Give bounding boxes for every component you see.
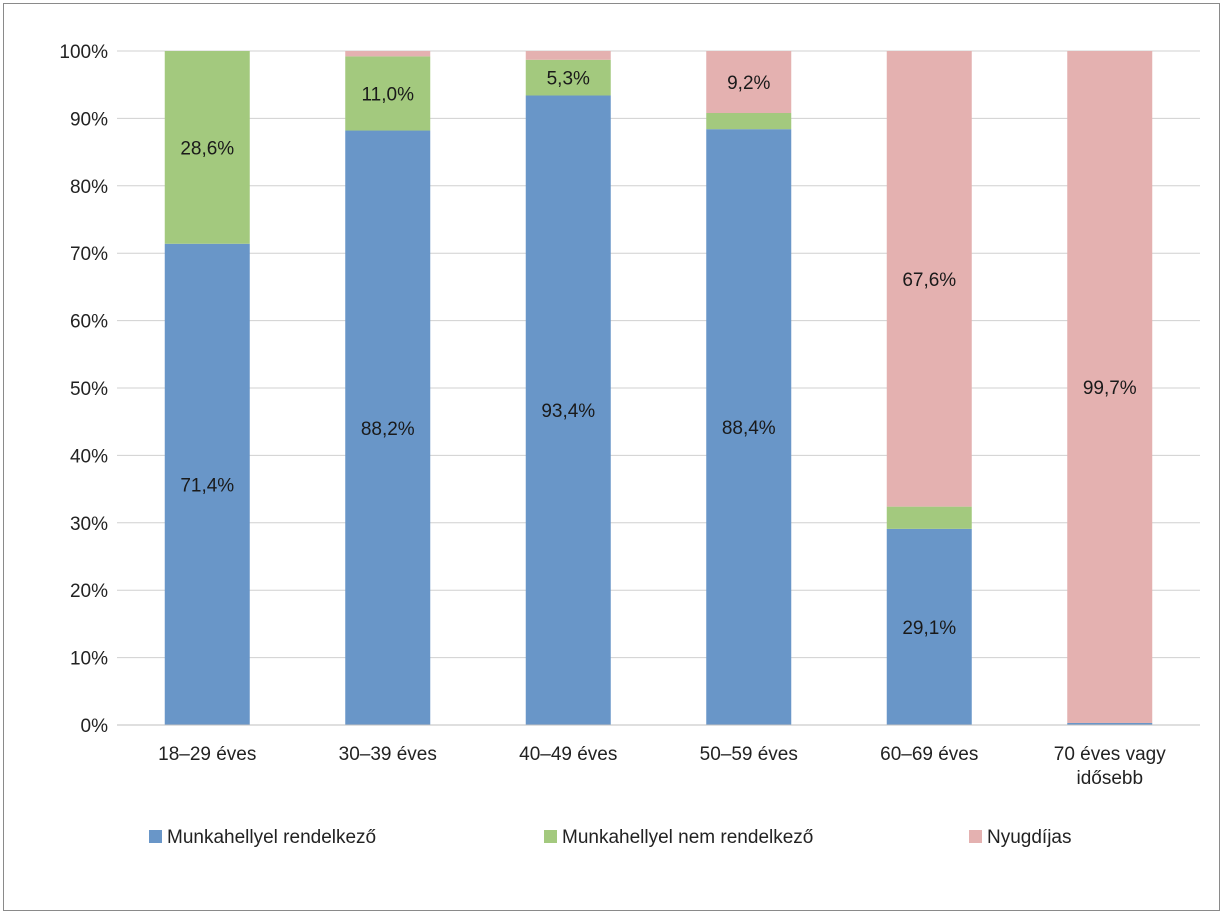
legend-swatch xyxy=(544,830,557,843)
y-tick-label: 20% xyxy=(70,581,108,602)
y-tick-label: 0% xyxy=(81,716,109,737)
x-tick-label: 18–29 éves xyxy=(158,744,256,765)
bar-segment xyxy=(164,243,250,726)
legend-label: Munkahellyel nem rendelkező xyxy=(562,827,813,848)
bar-segment xyxy=(1067,722,1153,725)
x-tick-label: 60–69 éves xyxy=(880,744,978,765)
data-label: 71,4% xyxy=(180,475,234,496)
y-tick-label: 30% xyxy=(70,514,108,535)
x-tick-label: 50–59 éves xyxy=(700,744,798,765)
bar-segment xyxy=(345,51,431,57)
y-tick-label: 50% xyxy=(70,379,108,400)
bar-segment xyxy=(525,51,611,60)
y-tick-label: 90% xyxy=(70,109,108,130)
data-label: 28,6% xyxy=(180,138,234,159)
legend-item: Munkahellyel rendelkező xyxy=(149,827,376,848)
bar-segment xyxy=(886,528,972,725)
bar-segment xyxy=(706,129,792,726)
bars xyxy=(164,51,1153,726)
legend-swatch xyxy=(149,830,162,843)
data-label: 67,6% xyxy=(902,270,956,291)
y-tick-label: 40% xyxy=(70,446,108,467)
data-label: 11,0% xyxy=(362,84,415,105)
y-axis: 0% 10% 20% 30% 40% 50% 60% 70% 80% 90% 100% xyxy=(59,42,108,737)
legend-label: Nyugdíjas xyxy=(987,827,1072,848)
y-tick-label: 70% xyxy=(70,244,108,265)
gridlines xyxy=(117,50,1200,726)
data-label: 29,1% xyxy=(902,618,956,639)
data-labels: 71,4% 28,6% 88,2% 11,0% 93,4% 5,3% 88,4% 9,2% 29… xyxy=(180,69,1136,639)
x-tick-label: idősebb xyxy=(1076,768,1143,789)
bar-segment xyxy=(164,51,250,244)
x-tick-label: 70 éves vagy xyxy=(1054,744,1166,765)
chart-frame: 71,4% 28,6% 88,2% 11,0% 93,4% 5,3% 88,4% 9,2% 29… xyxy=(3,3,1220,911)
bar-segment xyxy=(525,59,611,96)
bar-segment xyxy=(886,51,972,507)
y-tick-label: 80% xyxy=(70,177,108,198)
y-tick-label: 10% xyxy=(70,649,108,670)
data-label: 88,4% xyxy=(722,418,776,439)
bar-segment xyxy=(886,506,972,529)
data-label: 88,2% xyxy=(361,419,415,440)
bar-segment xyxy=(345,130,431,726)
data-label: 5,3% xyxy=(547,69,590,90)
data-label: 93,4% xyxy=(541,401,595,422)
y-tick-label: 60% xyxy=(70,312,108,333)
x-tick-label: 30–39 éves xyxy=(339,744,437,765)
x-axis: 18–29 éves 30–39 éves 40–49 éves 50–59 éves… xyxy=(117,724,1200,789)
x-tick-label: 40–49 éves xyxy=(519,744,617,765)
legend: Munkahellyel rendelkező Munkahellyel nem … xyxy=(149,827,1072,848)
legend-item: Munkahellyel nem rendelkező xyxy=(544,827,813,848)
bar-segment xyxy=(706,113,792,130)
y-tick-label: 100% xyxy=(59,42,108,63)
bar-segment xyxy=(706,51,792,114)
legend-item: Nyugdíjas xyxy=(969,827,1072,848)
legend-label: Munkahellyel rendelkező xyxy=(167,827,376,848)
bar-segment xyxy=(1067,51,1153,723)
stacked-bar-chart: 71,4% 28,6% 88,2% 11,0% 93,4% 5,3% 88,4% 9,2% 29… xyxy=(59,42,1200,848)
legend-swatch xyxy=(969,830,982,843)
bar-segment xyxy=(525,95,611,725)
bar-segment xyxy=(345,56,431,131)
data-label: 99,7% xyxy=(1083,378,1137,399)
data-label: 9,2% xyxy=(727,73,770,94)
